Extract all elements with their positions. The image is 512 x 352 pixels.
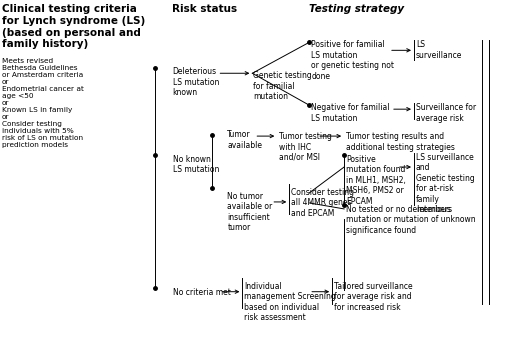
Text: Meets revised
Bethesda Guidelines
or Amsterdam criteria
or
Endometrial cancer at: Meets revised Bethesda Guidelines or Ams…	[2, 58, 84, 148]
Text: Surveillance for
average risk: Surveillance for average risk	[416, 103, 476, 122]
Text: Individual
management Screening
based on individual
risk assessment: Individual management Screening based on…	[244, 282, 336, 322]
Text: Negative for familial
LS mutation: Negative for familial LS mutation	[311, 103, 390, 122]
Text: Risk status: Risk status	[172, 5, 237, 14]
Text: No known
LS mutation: No known LS mutation	[173, 155, 219, 175]
Text: No tumor
available or
insufficient
tumor: No tumor available or insufficient tumor	[227, 192, 273, 232]
Text: Positive for familial
LS mutation
or genetic testing not
done: Positive for familial LS mutation or gen…	[311, 40, 394, 81]
Text: Positive
mutation found
in MLH1, MSH2,
MSH6, PMS2 or
EPCAM: Positive mutation found in MLH1, MSH2, M…	[346, 155, 406, 206]
Text: Genetic testing
for familial
mutation: Genetic testing for familial mutation	[253, 71, 312, 101]
Text: LS surveillance
and
Genetic testing
for at-risk
family
members: LS surveillance and Genetic testing for …	[416, 153, 475, 214]
Text: Tumor testing
with IHC
and/or MSI: Tumor testing with IHC and/or MSI	[279, 132, 332, 162]
Text: Consider testing
all 4MMR genes
and EPCAM: Consider testing all 4MMR genes and EPCA…	[291, 188, 354, 218]
Text: Tumor testing results and
additional testing strategies: Tumor testing results and additional tes…	[346, 132, 455, 151]
Text: Clinical testing criteria
for Lynch syndrome (LS)
(based on personal and
family : Clinical testing criteria for Lynch synd…	[2, 5, 145, 49]
Text: No criteria met: No criteria met	[173, 288, 230, 297]
Text: Tailored surveillance
for average risk and
for increased risk: Tailored surveillance for average risk a…	[334, 282, 413, 312]
Text: Deleterious
LS mutation
known: Deleterious LS mutation known	[173, 67, 219, 97]
Text: No tested or no deleterious
mutation or mutation of unknown
significance found: No tested or no deleterious mutation or …	[346, 205, 476, 235]
Text: Tumor
available: Tumor available	[227, 130, 263, 150]
Text: Testing strategy: Testing strategy	[309, 5, 404, 14]
Text: LS
surveillance: LS surveillance	[416, 40, 462, 60]
